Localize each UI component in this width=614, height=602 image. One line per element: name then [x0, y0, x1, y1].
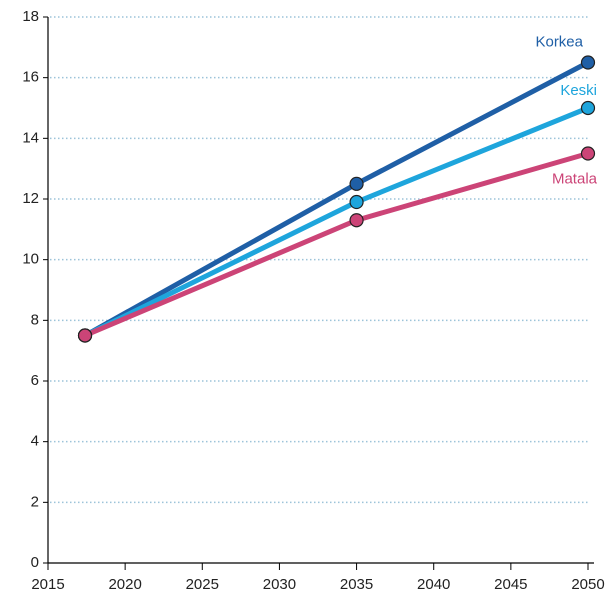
point	[77, 328, 93, 343]
series-line	[83, 60, 590, 338]
series-label: Keski	[560, 82, 597, 99]
y-tick-label: 2	[31, 493, 39, 510]
y-tick-label: 12	[22, 190, 39, 207]
x-tick-label: 2020	[108, 576, 141, 593]
series-line	[84, 151, 589, 338]
x-tick-label: 2050	[571, 576, 604, 593]
point	[580, 146, 596, 161]
point	[349, 213, 364, 228]
x-tick-label: 2015	[31, 576, 64, 593]
series-label: Korkea	[535, 33, 583, 50]
y-tick-label: 18	[22, 8, 39, 25]
y-tick-label: 10	[22, 251, 39, 268]
y-tick-label: 6	[31, 372, 39, 389]
point	[580, 55, 596, 70]
x-tick-label: 2040	[417, 576, 450, 593]
y-tick-label: 4	[31, 433, 39, 450]
point	[349, 176, 364, 191]
point	[580, 100, 596, 116]
series-label: Matala	[552, 170, 598, 187]
x-tick-label: 2025	[186, 576, 219, 593]
y-tick-label: 14	[22, 129, 39, 146]
y-tick-label: 8	[31, 311, 39, 328]
y-tick-label: 0	[31, 554, 39, 571]
x-tick-label: 2045	[494, 576, 527, 593]
y-tick-label: 16	[22, 69, 39, 86]
x-tick-label: 2035	[340, 576, 373, 593]
point	[349, 194, 364, 210]
x-tick-label: 2030	[263, 576, 296, 593]
